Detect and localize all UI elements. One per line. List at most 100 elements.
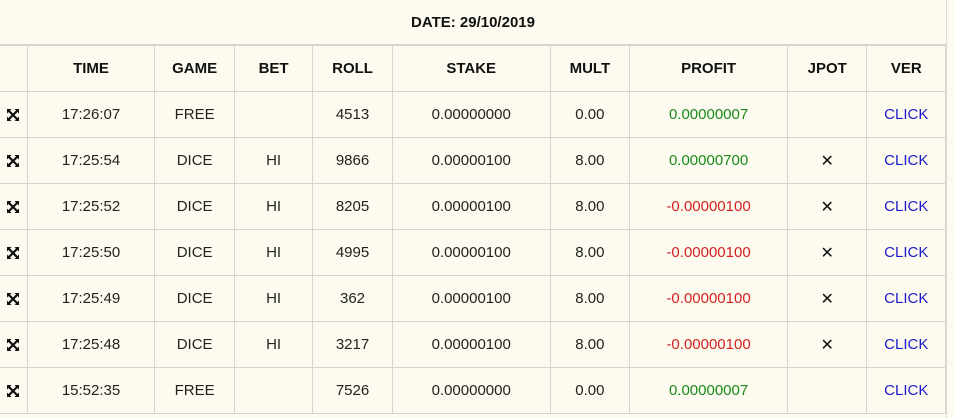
verify-link[interactable]: CLICK [884, 244, 929, 261]
game-value: DICE [176, 198, 213, 215]
expand-arrows-icon[interactable] [7, 106, 20, 123]
jpot-cell: ✕ [787, 275, 868, 322]
profit-value: -0.00000100 [666, 336, 751, 353]
expand-arrows-icon[interactable] [7, 152, 20, 169]
bet-value: HI [266, 290, 282, 307]
table-row: 17:25:49 DICE HI 362 0.00000100 8.00 -0.000001… [0, 275, 946, 322]
expand-arrows-icon[interactable] [7, 382, 20, 399]
profit-value: -0.00000100 [666, 244, 751, 261]
bet-value: HI [266, 198, 282, 215]
header-jpot: JPOT [787, 45, 868, 92]
expand-arrows-icon[interactable] [7, 290, 20, 307]
header-ver: VER [866, 45, 946, 92]
ver-cell[interactable]: CLICK [866, 321, 946, 368]
expand-cell[interactable] [0, 275, 28, 322]
expand-arrows-icon[interactable] [7, 336, 20, 353]
table-row: 17:25:54 DICE HI 9866 0.00000100 8.00 0.000007… [0, 137, 946, 184]
roll-value: 362 [340, 290, 366, 307]
date-header: DATE: 29/10/2019 [0, 0, 946, 45]
stake-cell: 0.00000000 [391, 91, 551, 138]
header-bet: BET [233, 45, 314, 92]
header-expand [0, 45, 28, 92]
verify-link[interactable]: CLICK [884, 198, 929, 215]
verify-link[interactable]: CLICK [884, 290, 929, 307]
bet-cell: HI [233, 321, 314, 368]
ver-cell[interactable]: CLICK [866, 91, 946, 138]
time-value: 15:52:35 [61, 382, 121, 399]
expand-arrows-icon[interactable] [7, 244, 20, 261]
verify-link[interactable]: CLICK [884, 106, 929, 123]
roll-cell: 362 [312, 275, 393, 322]
time-value: 17:26:07 [61, 106, 121, 123]
game-value: FREE [174, 106, 215, 123]
game-cell: FREE [154, 367, 235, 414]
expand-cell[interactable] [0, 183, 28, 230]
time-value: 17:25:49 [61, 290, 121, 307]
expand-cell[interactable] [0, 321, 28, 368]
time-value: 17:25:54 [61, 152, 121, 169]
bet-cell [233, 91, 314, 138]
table-row: 17:25:50 DICE HI 4995 0.00000100 8.00 -0.00000… [0, 229, 946, 276]
ver-cell[interactable]: CLICK [866, 275, 946, 322]
table-row: 17:25:52 DICE HI 8205 0.00000100 8.00 -0.00000… [0, 183, 946, 230]
game-value: DICE [176, 290, 213, 307]
profit-value: -0.00000100 [666, 198, 751, 215]
bet-cell: HI [233, 183, 314, 230]
ver-cell[interactable]: CLICK [866, 183, 946, 230]
roll-value: 4995 [335, 244, 370, 261]
profit-cell: 0.00000007 [629, 367, 789, 414]
profit-value: 0.00000007 [668, 382, 749, 399]
mult-cell: 8.00 [549, 137, 631, 184]
roll-value: 9866 [335, 152, 370, 169]
jpot-cell: ✕ [787, 137, 868, 184]
game-cell: DICE [154, 321, 235, 368]
expand-cell[interactable] [0, 229, 28, 276]
stake-value: 0.00000100 [431, 152, 511, 169]
game-value: DICE [176, 244, 213, 261]
roll-cell: 4995 [312, 229, 393, 276]
profit-cell: 0.00000007 [629, 91, 789, 138]
table-body: 17:26:07 FREE 4513 0.00000000 0.00 0.00000007… [0, 91, 946, 414]
time-cell: 17:25:50 [26, 229, 156, 276]
verify-link[interactable]: CLICK [884, 336, 929, 353]
mult-value: 8.00 [575, 290, 605, 307]
expand-cell[interactable] [0, 91, 28, 138]
stake-value: 0.00000000 [431, 106, 511, 123]
expand-cell[interactable] [0, 367, 28, 414]
profit-value: -0.00000100 [666, 290, 751, 307]
time-cell: 17:26:07 [26, 91, 156, 138]
game-cell: DICE [154, 183, 235, 230]
profit-cell: -0.00000100 [629, 275, 789, 322]
ver-cell[interactable]: CLICK [866, 229, 946, 276]
roll-cell: 9866 [312, 137, 393, 184]
header-stake: STAKE [391, 45, 551, 92]
verify-link[interactable]: CLICK [884, 382, 929, 399]
jpot-cell: ✕ [787, 321, 868, 368]
stake-value: 0.00000100 [431, 198, 511, 215]
expand-arrows-icon[interactable] [7, 198, 20, 215]
game-cell: FREE [154, 91, 235, 138]
stake-value: 0.00000100 [431, 336, 511, 353]
table-row: 17:26:07 FREE 4513 0.00000000 0.00 0.00000007… [0, 91, 946, 138]
stake-cell: 0.00000100 [391, 321, 551, 368]
x-mark-icon: ✕ [820, 198, 834, 216]
time-value: 17:25:48 [61, 336, 121, 353]
ver-cell[interactable]: CLICK [866, 367, 946, 414]
verify-link[interactable]: CLICK [884, 152, 929, 169]
bet-value: HI [266, 336, 282, 353]
jpot-cell: ✕ [787, 183, 868, 230]
jpot-cell [787, 91, 868, 138]
stake-value: 0.00000100 [431, 244, 511, 261]
stake-cell: 0.00000000 [391, 367, 551, 414]
bet-value: HI [266, 244, 282, 261]
ver-cell[interactable]: CLICK [866, 137, 946, 184]
expand-cell[interactable] [0, 137, 28, 184]
x-mark-icon: ✕ [820, 152, 834, 170]
mult-cell: 0.00 [549, 91, 631, 138]
profit-cell: -0.00000100 [629, 229, 789, 276]
game-value: DICE [176, 152, 213, 169]
roll-value: 4513 [335, 106, 370, 123]
x-mark-icon: ✕ [820, 244, 834, 262]
roll-value: 7526 [335, 382, 370, 399]
